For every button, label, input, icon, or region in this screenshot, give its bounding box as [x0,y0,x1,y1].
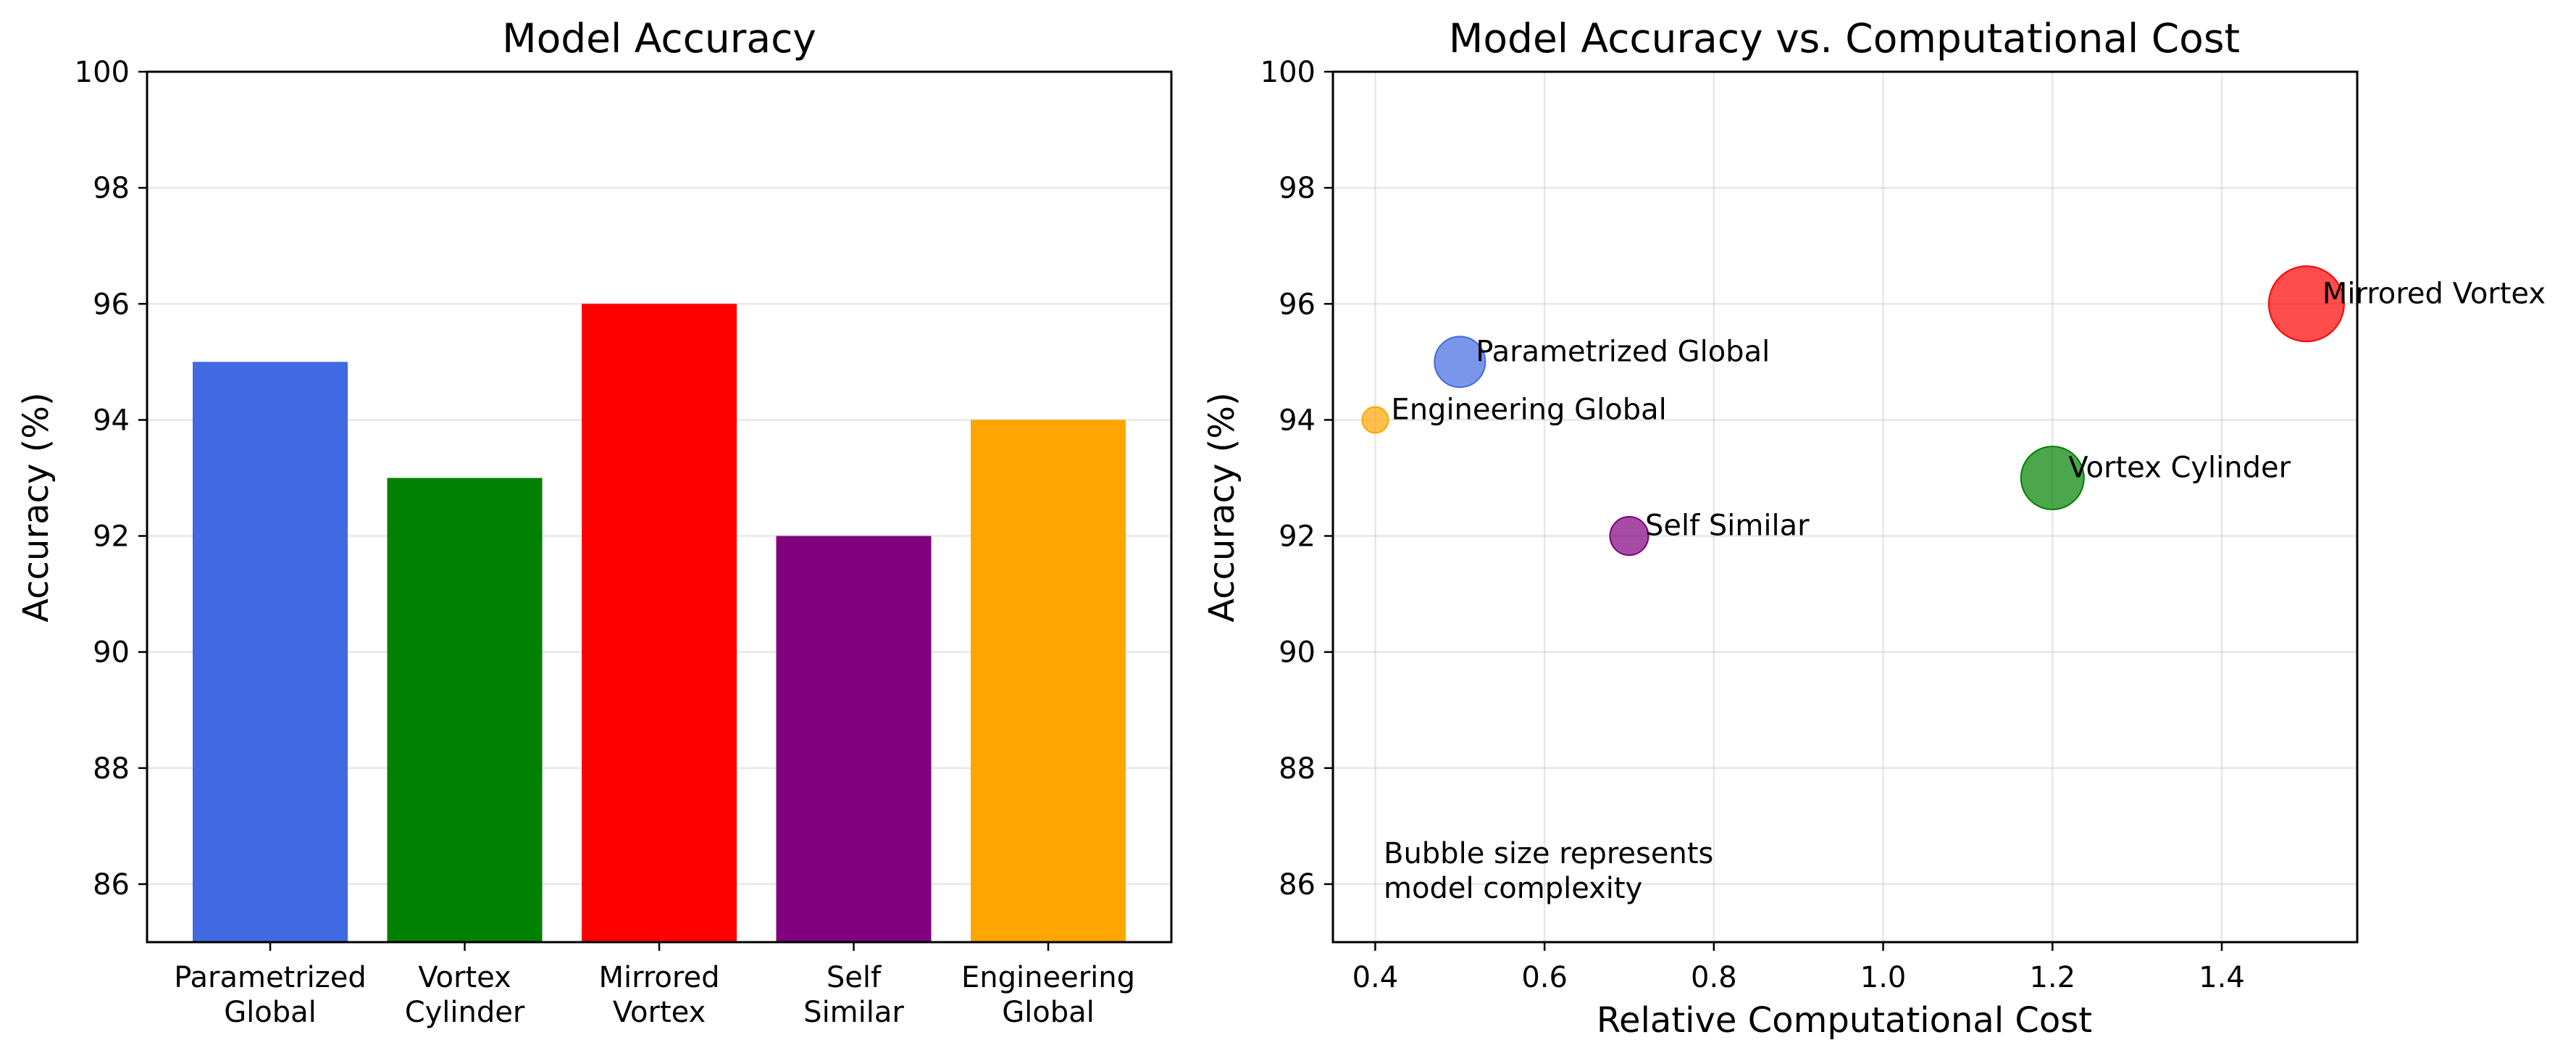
bar-x-tick-label-line: Vortex [613,996,706,1029]
bar [582,304,737,942]
bar-x-tick-label: Self Similar [803,961,904,1029]
scatter-chart-frame [1331,70,2359,944]
scatter-chart-panel: Model Accuracy vs. Computational Cost Ac… [1202,15,2546,1041]
bubble-label: Self Similar [1645,509,1810,543]
scatter-chart-y-axis-label: Accuracy (%) [1202,392,1242,622]
scatter-y-tick-label: 94 [1279,404,1316,437]
bar-y-tick-label: 96 [93,288,130,321]
bar-x-tick-label-line: Global [224,996,317,1029]
bar-x-tick-label-line: Global [1002,996,1095,1029]
bubble [1609,516,1649,557]
bar [971,420,1126,942]
bubble [1361,406,1389,434]
scatter-x-tick-label: 0.4 [1352,961,1399,994]
bubble [2267,265,2345,343]
bubble-size-note: Bubble size represents model complexity [1384,837,1723,905]
scatter-chart-gridlines [1333,70,2357,942]
bar-y-tick-label: 100 [75,56,130,89]
scatter-x-tick-label: 1.0 [1860,961,1907,994]
bar-x-tick-label-line: Vortex [418,961,511,994]
bubble-size-note-line-2: model complexity [1384,872,1642,905]
bar [776,536,932,942]
bubble [2020,445,2085,510]
bar-x-tick-label-line: Self [827,961,882,994]
bar [193,362,348,942]
bar-x-tick-label-line: Similar [803,996,904,1029]
scatter-x-tick-label: 0.8 [1691,961,1737,994]
bar-y-tick-label: 98 [93,172,130,205]
bar-chart-bars [193,304,1126,942]
bar-chart-panel: Model Accuracy Accuracy (%) 86 88 90 92 94 96… [16,15,1173,1029]
bubble-label: Engineering Global [1391,393,1666,426]
bar-y-tick-label: 94 [93,404,130,437]
scatter-y-tick-label: 98 [1279,172,1316,205]
bar-chart-title: Model Accuracy [502,15,816,62]
scatter-y-tick-label: 96 [1279,288,1316,321]
scatter-x-tick-label: 0.6 [1521,961,1568,994]
bar-chart-y-axis-label: Accuracy (%) [16,392,57,622]
bar-chart-y-ticks: 86 88 90 92 94 96 98 100 [75,56,147,902]
bar-x-tick-label: Mirrored Vortex [599,961,720,1029]
scatter-chart-point-labels: Parametrized Global Vortex Cylinder Mirror… [1391,277,2546,542]
bar-y-tick-label: 86 [93,868,130,902]
bubble-size-note-line-1: Bubble size represents [1384,837,1713,870]
scatter-x-tick-label: 1.2 [2029,961,2075,994]
scatter-chart-title: Model Accuracy vs. Computational Cost [1449,15,2240,62]
scatter-y-tick-label: 100 [1260,56,1316,89]
scatter-y-tick-label: 88 [1279,752,1316,786]
bubble [1434,336,1486,388]
bar-x-tick-label: Vortex Cylinder [405,961,525,1029]
scatter-y-tick-label: 92 [1279,520,1316,554]
scatter-x-tick-label: 1.4 [2199,961,2245,994]
bar-x-tick-label: Engineering Global [961,961,1135,1029]
bubble-label: Vortex Cylinder [2068,451,2291,484]
bar-x-tick-label-line: Cylinder [405,996,525,1029]
scatter-chart-y-ticks: 86 88 90 92 94 96 98 100 [1260,56,1333,902]
bar [387,478,543,942]
bar-y-tick-label: 92 [93,520,130,554]
scatter-y-tick-label: 86 [1279,868,1316,902]
bar-y-tick-label: 90 [93,636,130,670]
scatter-chart-x-axis-label: Relative Computational Cost [1597,1000,2092,1041]
bar-x-tick-label-line: Engineering [961,961,1135,994]
bar-x-tick-label: Parametrized Global [174,961,367,1029]
bar-y-tick-label: 88 [93,752,130,786]
scatter-chart-x-ticks: 0.4 0.6 0.8 1.0 1.2 1.4 [1352,942,2245,994]
scatter-y-tick-label: 90 [1279,636,1316,670]
bar-x-tick-label-line: Mirrored [599,961,720,994]
scatter-chart-bubbles [1361,265,2345,557]
bubble-label: Mirrored Vortex [2322,277,2546,310]
bubble-label: Parametrized Global [1476,335,1770,368]
bar-x-tick-label-line: Parametrized [174,961,367,994]
